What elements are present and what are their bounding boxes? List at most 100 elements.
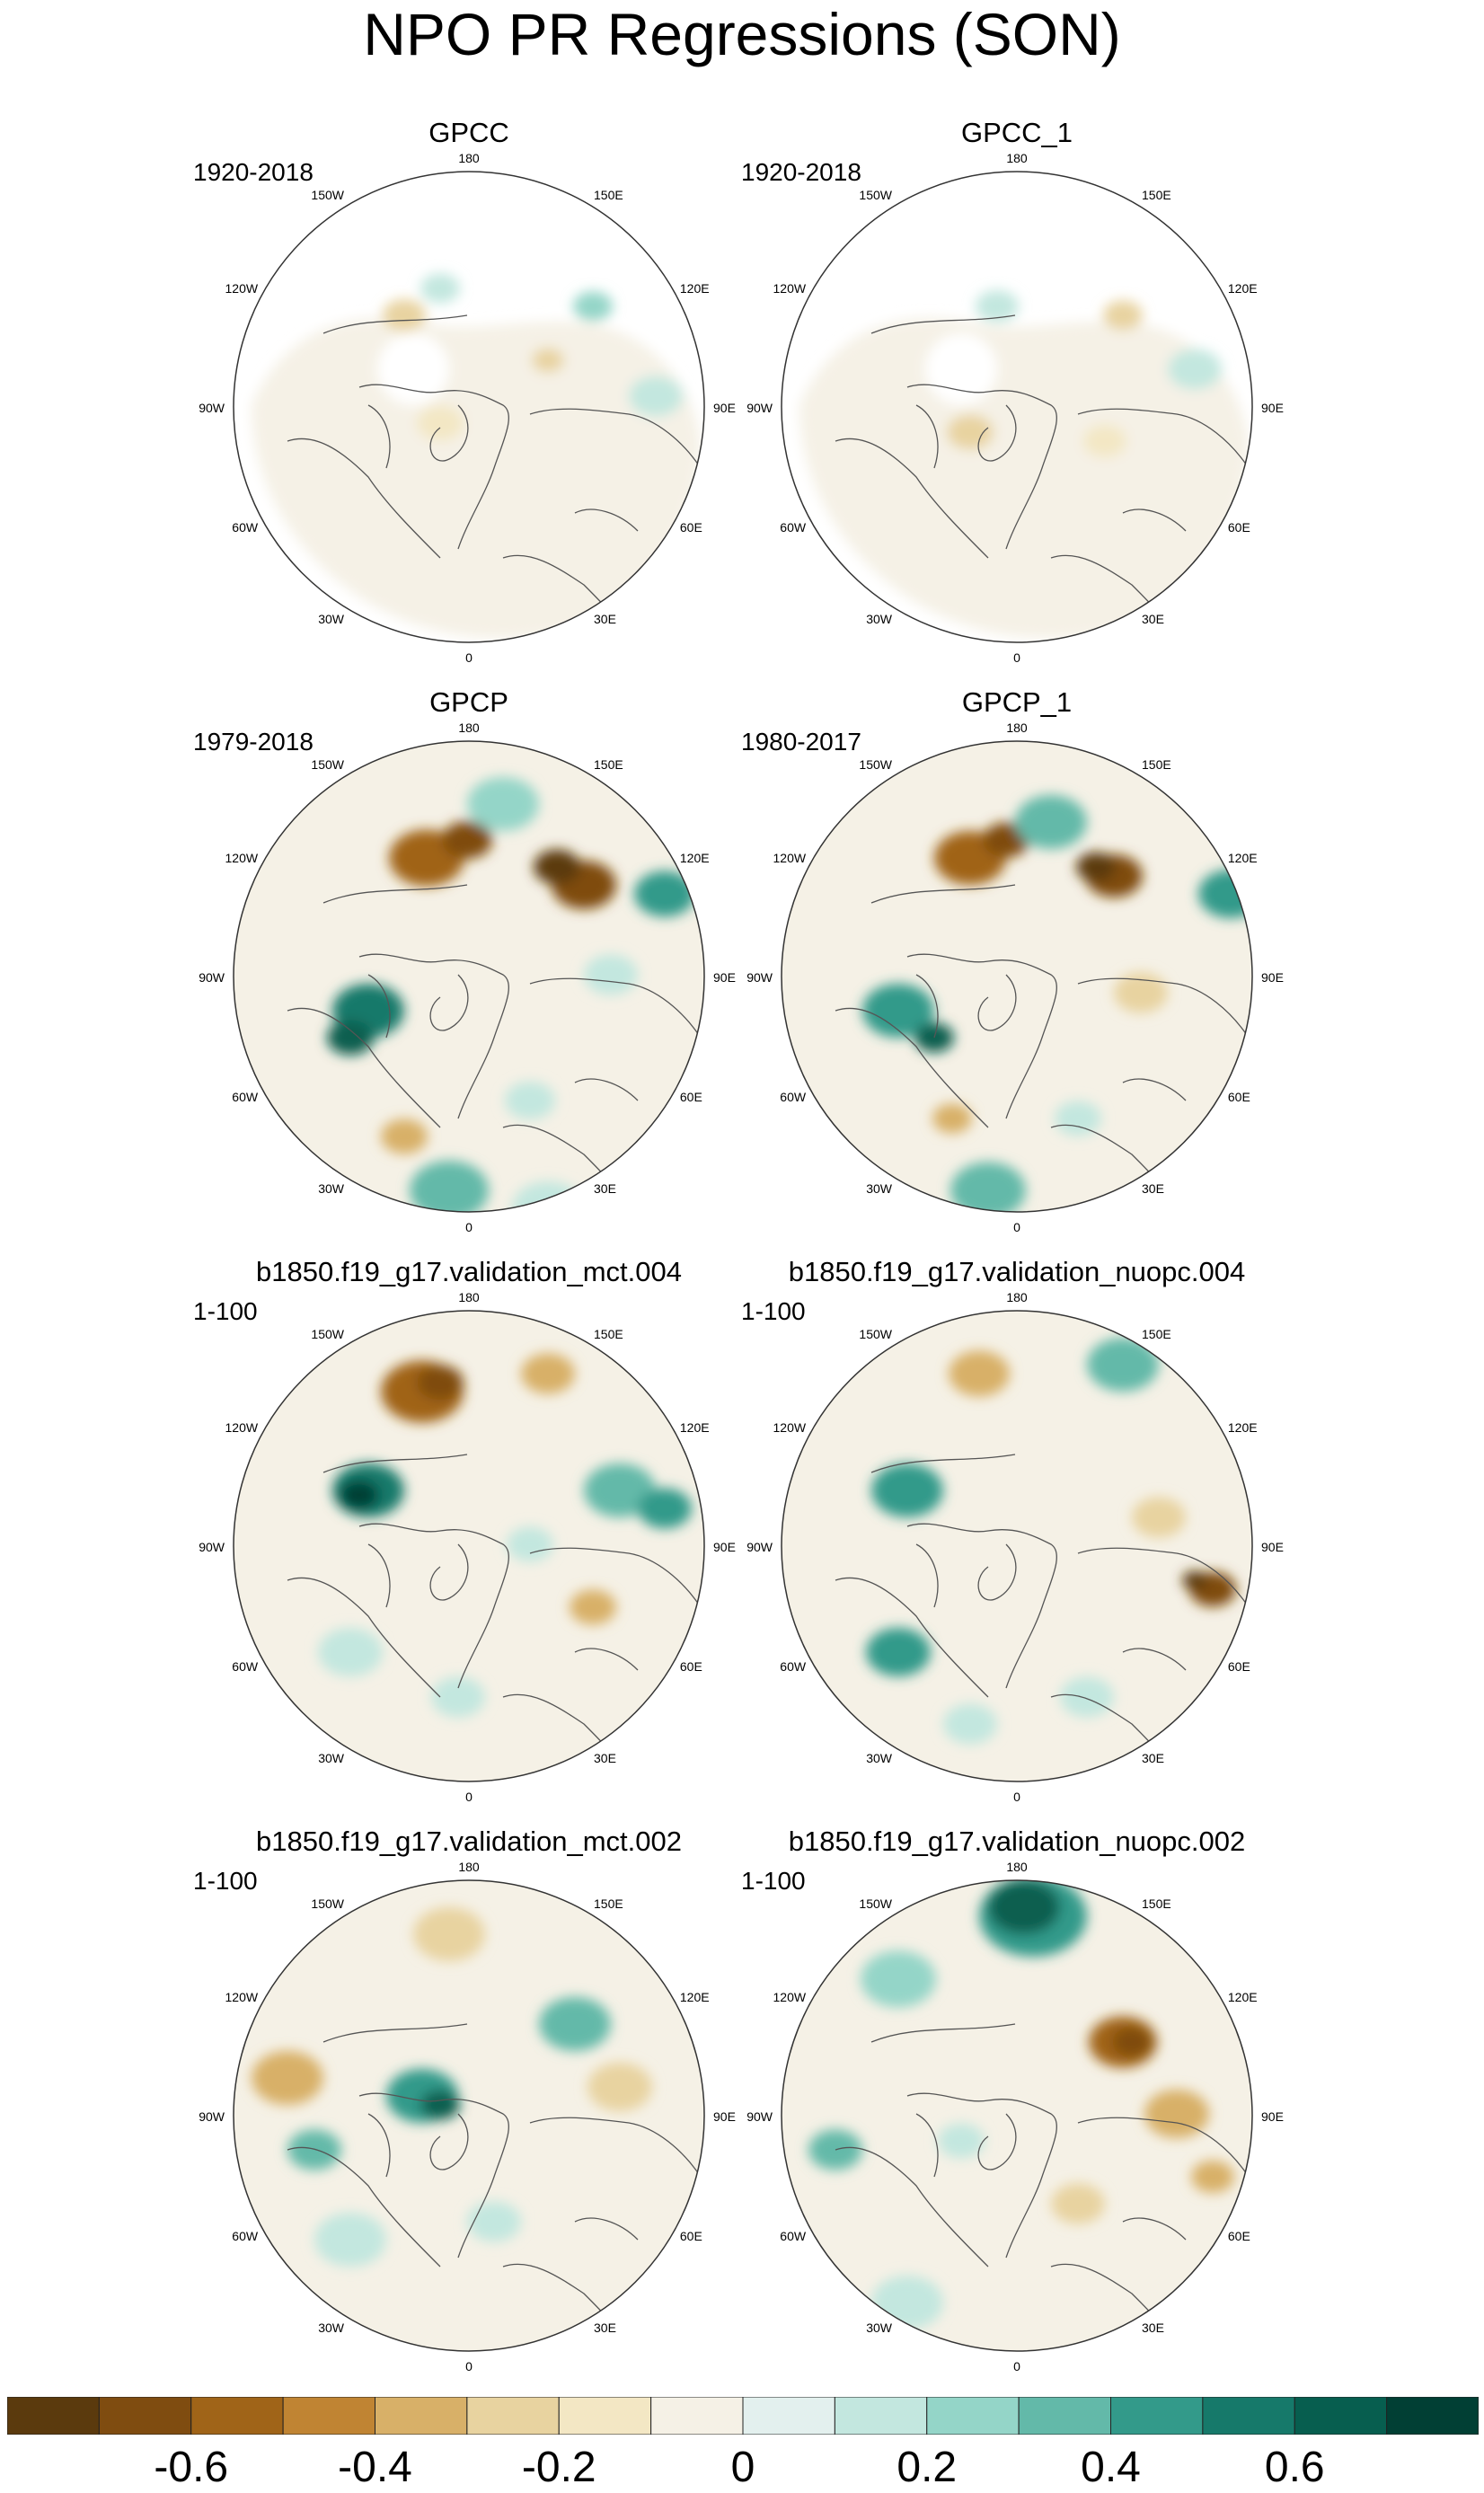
colorbar-tick-label: 0.6: [1264, 2444, 1325, 2491]
regression-anomaly: [420, 2090, 460, 2120]
lon-label-bottom: 0: [1013, 2359, 1020, 2374]
regression-anomaly: [539, 1997, 611, 2051]
panel-title: GPCP: [429, 686, 508, 718]
panel-title: GPCC: [428, 117, 509, 148]
regression-anomaly: [861, 1950, 936, 2008]
map-boundary: [233, 1310, 705, 1782]
panel-period: 1-100: [741, 1297, 806, 1325]
regression-anomaly: [417, 405, 464, 441]
regression-anomaly: [570, 1589, 616, 1625]
lon-label-right-mid: 90E: [713, 1540, 736, 1554]
regression-anomaly: [287, 2129, 341, 2170]
lon-label-left-high: 120W: [225, 281, 259, 296]
lon-label-left-high: 120W: [773, 851, 807, 865]
lon-label-upper-right: 150E: [1142, 1327, 1171, 1341]
regression-anomaly: [413, 1907, 485, 1961]
lon-label-right-mid: 90E: [713, 2109, 736, 2124]
regression-anomaly: [938, 2123, 985, 2159]
regression-anomaly: [1083, 425, 1126, 457]
lon-label-lower-left: 30W: [318, 1181, 345, 1196]
colorbar-swatch: [375, 2396, 468, 2436]
colorbar-swatch: [1386, 2396, 1480, 2436]
lon-label-lower-right: 30E: [1142, 612, 1164, 626]
lon-label-upper-left: 150W: [311, 1896, 344, 1911]
regression-anomaly: [947, 414, 994, 450]
polar-map: 180 150W 150E 120W 120E 90W 90E 60W 60E 30W 30E 0: [199, 1290, 736, 1804]
lon-label-left-low: 60W: [780, 520, 807, 535]
lon-label-lower-left: 30W: [866, 2321, 893, 2335]
lon-label-right-high: 120E: [680, 851, 710, 865]
polar-map: 180 150W 150E 120W 120E 90W 90E 60W 60E 30W 30E 0: [199, 151, 736, 665]
lon-label-lower-right: 30E: [1142, 2321, 1164, 2335]
lon-label-top: 180: [1006, 720, 1028, 735]
regression-anomaly: [420, 273, 460, 304]
regression-anomaly: [467, 777, 539, 831]
colorbar-tick-label: -0.2: [521, 2444, 596, 2491]
lon-label-upper-right: 150E: [594, 188, 623, 202]
lon-label-right-low: 60E: [680, 1090, 702, 1104]
regression-anomaly: [327, 1020, 374, 1056]
regression-anomaly: [431, 1676, 485, 1718]
lon-label-right-low: 60E: [680, 1659, 702, 1674]
colorbar-swatch: [742, 2396, 835, 2436]
regression-anomaly: [512, 1181, 584, 1212]
lon-label-left-mid: 90W: [746, 401, 773, 415]
regression-anomaly: [383, 299, 426, 332]
coastlines: [835, 1454, 1250, 1779]
lon-label-upper-left: 150W: [859, 757, 892, 772]
missing-data-area: [377, 333, 449, 405]
colorbar-swatch: [1202, 2396, 1295, 2436]
regression-anomaly: [1060, 1676, 1114, 1718]
map-panel-8: 180 150W 150E 120W 120E 90W 90E 60W 60E 30W 30E 0 b1…: [705, 1824, 1334, 2399]
lon-label-left-low: 60W: [780, 1659, 807, 1674]
lon-label-upper-right: 150E: [594, 1327, 623, 1341]
lon-label-right-mid: 90E: [713, 401, 736, 415]
regression-anomaly: [381, 1118, 428, 1154]
missing-data-area: [925, 333, 997, 405]
lon-label-left-low: 60W: [232, 1659, 259, 1674]
lon-label-left-high: 120W: [773, 1990, 807, 2004]
polar-map: 180 150W 150E 120W 120E 90W 90E 60W 60E 30W 30E 0: [746, 1290, 1284, 1804]
land-area: [252, 317, 701, 639]
colorbar-tick-label: -0.6: [154, 2444, 229, 2491]
regression-anomaly: [1191, 2161, 1234, 2193]
polar-map: 180 150W 150E 120W 120E 90W 90E 60W 60E 30W 30E 0: [199, 1860, 736, 2374]
colorbar-tick-label: 0.4: [1081, 2444, 1141, 2491]
map-background: [782, 1311, 1252, 1781]
regression-anomaly: [871, 1463, 943, 1517]
lon-label-left-high: 120W: [773, 1420, 807, 1435]
regression-anomaly: [629, 376, 683, 417]
map-boundary: [781, 740, 1253, 1213]
lon-label-upper-left: 150W: [859, 1327, 892, 1341]
lon-label-lower-right: 30E: [594, 612, 616, 626]
panel-title: GPCC_1: [960, 117, 1073, 148]
lon-label-right-mid: 90E: [1261, 2109, 1284, 2124]
regression-anomaly: [410, 1161, 489, 1212]
lon-label-lower-left: 30W: [318, 612, 345, 626]
panel-period: 1920-2018: [741, 158, 861, 186]
panel-title: GPCP_1: [961, 686, 1073, 718]
colorbar-swatch: [282, 2396, 375, 2436]
lon-label-left-high: 120W: [225, 851, 259, 865]
lon-label-top: 180: [1006, 1290, 1028, 1304]
lon-label-right-mid: 90E: [1261, 1540, 1284, 1554]
lon-label-top: 180: [1006, 1860, 1028, 1874]
polar-map: 180 150W 150E 120W 120E 90W 90E 60W 60E 30W 30E 0: [746, 151, 1284, 665]
lon-label-right-high: 120E: [680, 281, 710, 296]
lon-label-right-low: 60E: [1228, 1659, 1250, 1674]
lon-label-lower-right: 30E: [594, 1181, 616, 1196]
colorbar-swatch: [98, 2396, 192, 2436]
lon-label-bottom: 0: [465, 1220, 473, 1234]
lon-label-left-low: 60W: [232, 2229, 259, 2243]
panel-title: b1850.f19_g17.validation_nuopc.004: [788, 1256, 1246, 1287]
regression-anomaly: [1112, 2027, 1152, 2057]
figure-title: NPO PR Regressions (SON): [363, 1, 1121, 67]
panel-period: 1980-2017: [741, 728, 861, 756]
polar-map: 180 150W 150E 120W 120E 90W 90E 60W 60E 30W 30E 0: [746, 1860, 1284, 2374]
regression-anomaly: [318, 1628, 383, 1676]
lon-label-left-high: 120W: [225, 1990, 259, 2004]
panel-period: 1979-2018: [193, 728, 314, 756]
map-boundary: [781, 1310, 1253, 1782]
lon-label-left-mid: 90W: [199, 2109, 225, 2124]
map-boundary: [233, 171, 705, 643]
